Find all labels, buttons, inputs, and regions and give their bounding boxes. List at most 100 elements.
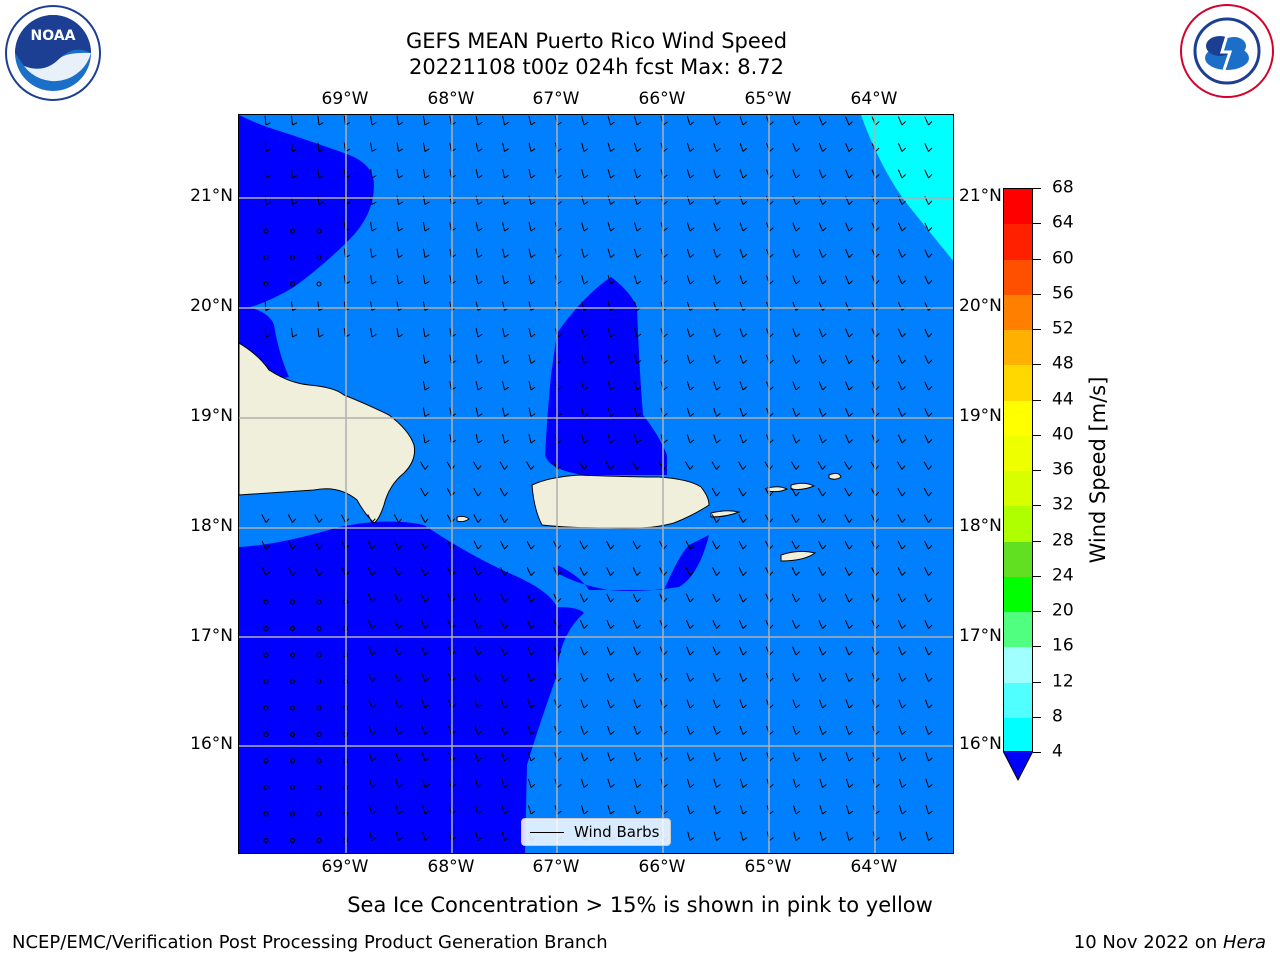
wind-barb: [817, 514, 827, 523]
land-st-croix: [780, 550, 817, 562]
lon-label-top-66w: 66°W: [638, 89, 686, 109]
wind-barb: [394, 699, 403, 709]
wind-barb: [739, 434, 748, 444]
wind-barb: [818, 434, 827, 444]
wind-barb: [475, 434, 483, 444]
wind-barb-calm: [290, 255, 295, 260]
wind-barb: [686, 275, 695, 285]
wind-barb: [581, 434, 589, 444]
wind-barb-calm: [290, 599, 295, 605]
wind-barb: [740, 831, 748, 841]
wind-barb: [370, 169, 377, 179]
colorbar-tick-label: 32: [1052, 494, 1074, 515]
wind-barb: [475, 222, 483, 232]
wind-barb: [793, 831, 801, 841]
wind-barb: [817, 461, 826, 470]
wind-barb: [634, 434, 642, 444]
wind-barb: [845, 169, 853, 179]
wind-barb-calm: [316, 281, 322, 287]
wind-barb: [818, 381, 827, 391]
wind-barb: [713, 407, 721, 417]
colorbar-tick-label: 12: [1052, 671, 1074, 691]
wind-barb: [925, 831, 933, 841]
wind-barb: [473, 487, 482, 497]
wind-barb: [422, 142, 430, 152]
wind-barb: [581, 407, 589, 417]
colorbar-tick: [1033, 681, 1041, 683]
wind-barb: [579, 593, 588, 603]
wind-speed-map[interactable]: [238, 114, 954, 854]
wind-barb-calm: [263, 255, 269, 260]
wind-barb: [818, 646, 827, 656]
land-mona: [456, 515, 470, 523]
wind-barb: [422, 195, 430, 205]
wind-barb: [897, 540, 906, 550]
wind-barb: [686, 169, 695, 179]
lat-label-left-16n: 16°N: [190, 734, 233, 754]
wind-barb: [394, 593, 403, 603]
lon-label-top-64w: 64°W: [850, 89, 898, 109]
wind-barb: [844, 540, 853, 550]
wind-barb: [739, 646, 747, 656]
wind-barb-calm: [316, 679, 322, 684]
wind-barb: [395, 805, 403, 815]
legend-label: Wind Barbs: [574, 823, 660, 841]
wind-barb: [713, 725, 721, 735]
wind-barb: [528, 195, 536, 205]
wind-barb: [791, 487, 800, 497]
wind-barb: [634, 248, 642, 258]
wind-barb: [899, 831, 907, 841]
wind-barb: [395, 725, 403, 735]
wind-barb: [738, 461, 747, 470]
wind-barb: [367, 514, 376, 523]
wind-barb: [739, 354, 748, 364]
wind-barb: [606, 593, 615, 603]
map-gridlines: [239, 115, 953, 853]
wind-barb: [844, 620, 853, 629]
wind-barb: [738, 593, 747, 603]
wind-barb: [579, 620, 588, 629]
wind-barb: [368, 725, 377, 735]
wind-barb: [396, 275, 404, 285]
wind-barb: [606, 699, 615, 709]
wind-barb-calm: [316, 705, 322, 711]
wind-barb: [924, 646, 933, 656]
wind-barb: [898, 646, 906, 656]
wind-barb: [394, 567, 403, 576]
wind-barb: [845, 778, 854, 788]
colorbar-segment: [1004, 365, 1032, 401]
wind-barb-calm: [263, 758, 269, 764]
wind-barb: [739, 222, 748, 232]
wind-barb: [924, 116, 933, 126]
wind-barb: [686, 248, 695, 258]
wind-barb: [739, 116, 748, 126]
wind-barb: [422, 169, 430, 179]
wind-barb: [686, 699, 695, 709]
wind-barb: [923, 461, 932, 470]
colorbar-tick-label: 8: [1052, 706, 1063, 727]
lon-label-top-68w: 68°W: [427, 89, 475, 109]
wind-barb: [845, 143, 853, 152]
wind-barb: [685, 540, 694, 550]
wind-barb: [395, 752, 403, 762]
wind-barb: [607, 752, 615, 762]
wind-barb: [473, 567, 482, 576]
colorbar-segment: [1004, 330, 1032, 366]
wind-barb: [369, 805, 377, 815]
wind-barb: [924, 249, 933, 258]
wind-barb: [502, 248, 509, 258]
colorbar-tick-label: 56: [1052, 283, 1074, 304]
wind-barb: [845, 328, 853, 338]
wind-barb: [818, 672, 827, 682]
wind-barb: [738, 487, 747, 497]
colorbar-tick: [1033, 258, 1041, 260]
wind-barb: [317, 195, 324, 205]
wind-barb: [924, 672, 933, 682]
colorbar-tick-label: 60: [1052, 248, 1074, 268]
wind-barb: [685, 620, 694, 629]
wind-barb-calm: [263, 281, 269, 287]
wind-barb: [632, 593, 641, 603]
wind-barb: [793, 805, 801, 815]
wind-barb: [925, 725, 933, 735]
wind-barb: [634, 142, 642, 152]
